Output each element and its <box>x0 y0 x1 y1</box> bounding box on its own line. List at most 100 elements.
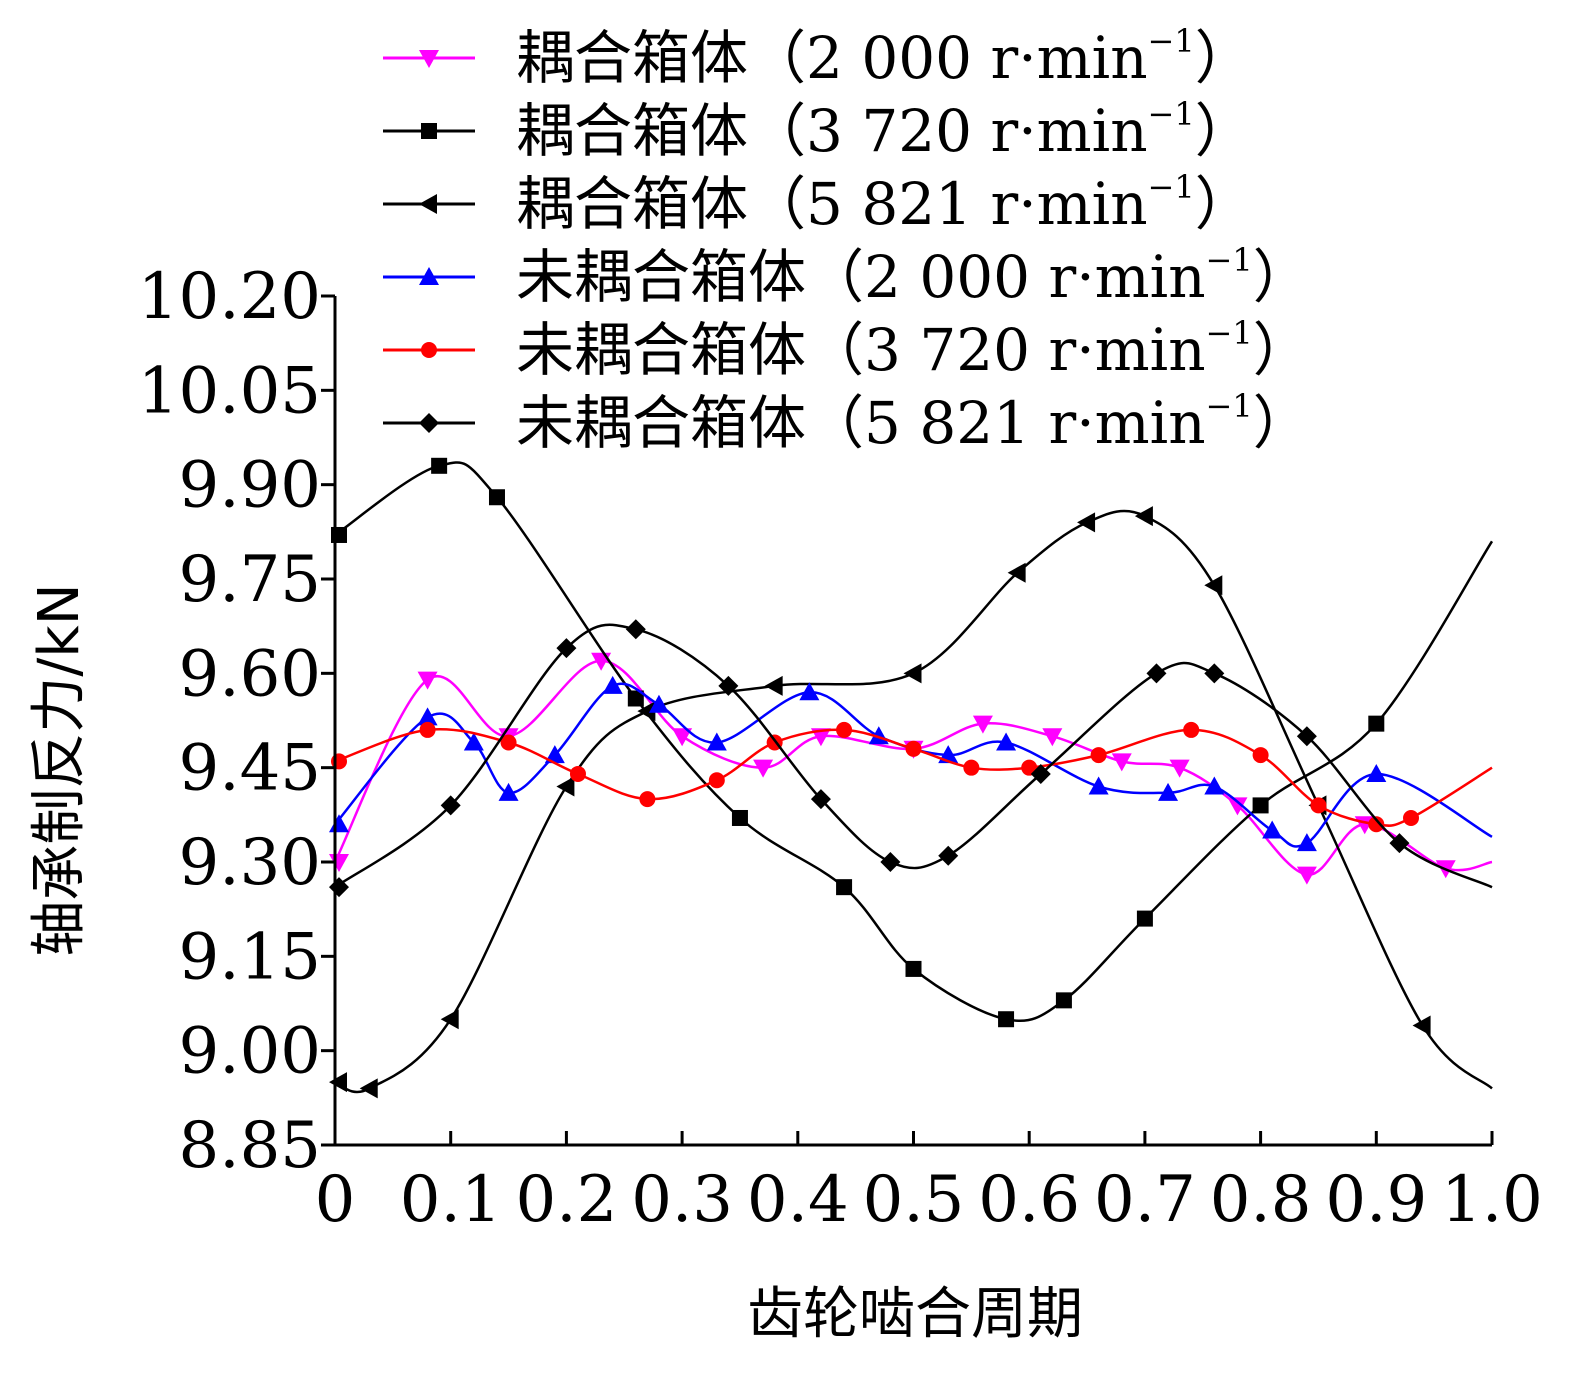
legend-label-main: 耦合箱体（3 720 r·min <box>516 97 1148 165</box>
series-marker <box>1134 506 1153 527</box>
series-marker <box>1252 797 1269 814</box>
series-marker <box>419 50 439 68</box>
series-marker <box>1183 721 1200 738</box>
series-marker <box>419 413 439 433</box>
legend-label-end: ） <box>1195 170 1253 238</box>
series-marker <box>569 765 586 782</box>
legend-label-end: ） <box>1195 24 1253 92</box>
series-marker <box>731 809 748 826</box>
series-marker <box>836 721 853 738</box>
series-marker <box>463 732 484 751</box>
series-marker <box>1204 575 1223 596</box>
series-marker <box>1412 1015 1431 1036</box>
legend-label: 未耦合箱体（2 000 r·min−1） <box>516 241 1311 311</box>
series-marker <box>1368 715 1385 732</box>
series-marker <box>810 789 831 810</box>
series-group <box>329 675 1493 852</box>
series-marker <box>1296 866 1317 885</box>
series-marker <box>938 845 959 866</box>
series-marker <box>329 1072 347 1093</box>
series-marker <box>810 728 831 747</box>
x-tick-label: 1.0 <box>1441 1163 1543 1237</box>
legend-label-main: 耦合箱体（2 000 r·min <box>516 24 1148 92</box>
legend-item: 未耦合箱体（2 000 r·min−1） <box>383 241 1311 311</box>
y-tick-label: 9.30 <box>179 826 322 900</box>
legend-label: 未耦合箱体（3 720 r·min−1） <box>516 314 1311 384</box>
x-tick-label: 0.8 <box>1210 1163 1312 1237</box>
series-marker <box>972 715 993 734</box>
x-axis-title: 齿轮啮合周期 <box>747 1282 1083 1347</box>
series-marker <box>639 791 656 808</box>
legend-label-end: ） <box>1253 316 1311 384</box>
series-marker <box>602 675 623 694</box>
legend-label-main: 未耦合箱体（5 821 r·min <box>516 389 1206 457</box>
series-marker <box>1227 797 1248 816</box>
series-marker <box>764 675 783 696</box>
y-tick-label: 9.45 <box>179 732 322 806</box>
x-tick-label: 0.4 <box>747 1163 849 1237</box>
series-marker <box>329 814 349 833</box>
legend-label-superscript: −1 <box>1148 168 1195 206</box>
series-marker <box>556 776 575 797</box>
series-marker <box>905 740 922 757</box>
legend-label-end: ） <box>1195 97 1253 165</box>
series-marker <box>556 638 577 659</box>
legend-label-superscript: −1 <box>1148 95 1195 133</box>
legend-label-end: ） <box>1253 389 1311 457</box>
series-group <box>331 457 1494 1028</box>
series-line <box>334 682 1493 848</box>
series-marker <box>903 663 922 684</box>
legend-item: 耦合箱体（2 000 r·min−1） <box>383 22 1253 92</box>
series-marker <box>488 489 505 506</box>
series-marker <box>1366 763 1387 782</box>
series-marker <box>431 457 448 474</box>
y-tick-label: 10.20 <box>138 260 321 334</box>
series-marker <box>648 694 669 713</box>
series-marker <box>359 1078 378 1099</box>
series-marker <box>753 759 774 778</box>
series-marker <box>718 675 739 696</box>
y-tick-label: 9.75 <box>179 543 322 617</box>
series-marker <box>1368 816 1385 833</box>
series-marker <box>1169 759 1190 778</box>
series-marker <box>1136 910 1153 927</box>
series-marker <box>996 732 1017 751</box>
series-marker <box>1262 820 1283 839</box>
series-marker <box>1204 663 1225 684</box>
legend-label-superscript: −1 <box>1206 241 1253 279</box>
legend-label-main: 耦合箱体（5 821 r·min <box>516 170 1148 238</box>
series-group <box>329 619 1493 898</box>
legend-item: 未耦合箱体（5 821 r·min−1） <box>383 387 1311 457</box>
series-marker <box>1042 728 1063 747</box>
x-tick-label: 0 <box>315 1163 356 1237</box>
series-marker <box>637 701 656 722</box>
series-marker <box>1158 782 1179 801</box>
series-group <box>331 721 1493 833</box>
series-marker <box>1310 797 1327 814</box>
series-marker <box>905 960 922 977</box>
x-tick-label: 0.5 <box>863 1163 965 1237</box>
series-marker <box>880 852 901 872</box>
series-marker <box>708 772 725 789</box>
legend-label-main: 未耦合箱体（2 000 r·min <box>516 243 1206 311</box>
series-marker <box>440 1009 459 1030</box>
series-marker <box>419 267 439 285</box>
series-marker <box>1030 763 1051 784</box>
legend-item: 耦合箱体（3 720 r·min−1） <box>383 95 1253 165</box>
series-marker <box>627 690 644 707</box>
series-marker <box>706 732 727 751</box>
series-marker <box>500 734 517 751</box>
legend-label-superscript: −1 <box>1206 314 1253 352</box>
series-marker <box>1252 747 1269 764</box>
y-tick-label: 9.60 <box>179 637 322 711</box>
y-axis-title: 轴承制反力/kN <box>27 583 92 956</box>
series-marker <box>1146 663 1167 684</box>
chart-legend: 耦合箱体（2 000 r·min−1）耦合箱体（3 720 r·min−1）耦合… <box>383 22 1311 457</box>
series-marker <box>1403 809 1420 826</box>
y-tick-label: 9.00 <box>179 1015 322 1089</box>
series-marker <box>799 682 820 701</box>
series-marker <box>421 342 437 358</box>
chart-axes: 10.20 10.05 9.90 9.75 9.60 9.45 9.30 9.15 9.00 8.… <box>138 260 1543 1237</box>
legend-label: 耦合箱体（5 821 r·min−1） <box>516 168 1253 238</box>
